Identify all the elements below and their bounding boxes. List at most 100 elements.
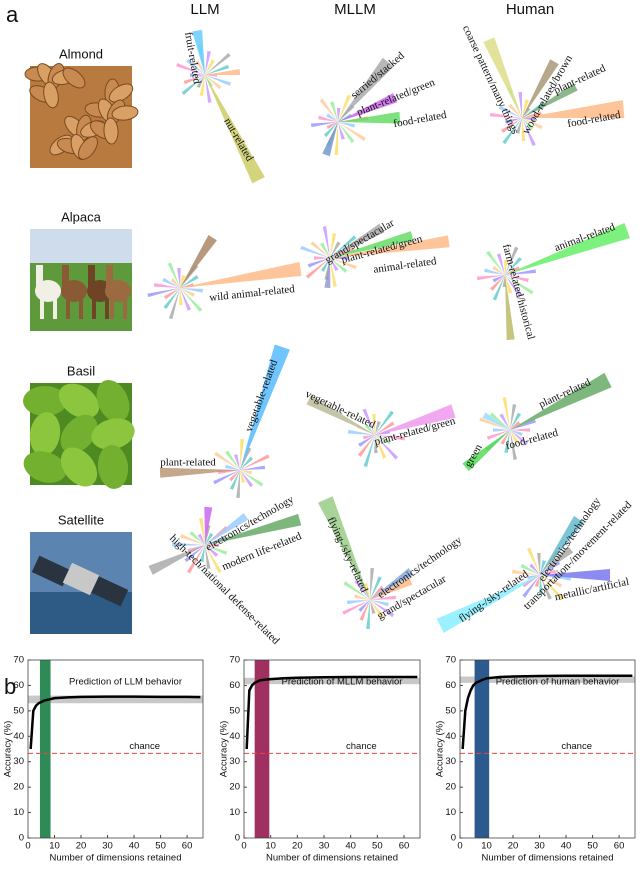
wedge [330,101,338,122]
y-axis-label: Accuracy (%) [219,721,230,777]
wedge [310,241,330,258]
wedge [240,465,266,470]
wedge [225,464,240,470]
wedge [180,275,199,288]
y-tick-label: 60 [229,680,240,691]
x-axis-label: Number of dimensions retained [49,853,181,864]
wedge [496,253,505,275]
almond [103,117,119,145]
wedge [205,525,228,545]
wedge [510,404,517,430]
wedge [343,581,370,600]
y-tick-label: 50 [13,705,24,716]
wedge [479,417,510,430]
wedge [199,75,205,96]
y-tick-label: 70 [13,655,24,666]
wedge [240,438,244,470]
wedge [522,575,540,588]
wedge [510,412,522,430]
wedge [364,424,375,435]
wedge [492,275,505,301]
wedge [522,118,543,130]
wedge [338,122,345,140]
rose-plot [300,223,450,289]
wedge [489,112,522,118]
wedge [205,545,228,555]
wedge [354,579,370,600]
wedge [505,269,536,275]
y-axis-label: Accuracy (%) [3,721,14,777]
wedge [510,430,517,460]
rose-plot [176,29,265,184]
wedge [147,288,180,298]
wedge [205,64,230,75]
wedge [168,288,180,320]
leaf [58,383,100,419]
stimulus-image [23,379,135,489]
wedge [521,118,526,142]
x-tick-label: 50 [587,841,598,852]
accuracy-plot: chance 0 10 20 30 40 50 60 70 0 10 20 30 40 50 60 Predic… [3,655,204,864]
image-sky [30,229,132,263]
row-name: Basil [67,363,95,378]
dimension-label: flying-/sky-related [457,568,531,625]
almond [108,83,134,103]
x-tick-label: 0 [457,841,462,852]
x-tick-label: 20 [292,841,303,852]
ceiling-band [244,677,420,685]
wedge [195,60,205,75]
almond [77,136,99,160]
wedge [320,258,330,272]
wedge [370,595,397,600]
wedge [436,575,540,633]
alpaca-neck [36,265,43,291]
wedge [537,552,541,575]
wedge [326,113,338,122]
wedge [324,258,331,289]
wedge [370,577,413,600]
wedge [505,275,515,341]
wedge [505,275,529,283]
wedge [205,59,216,75]
wedge [510,430,523,437]
y-tick-label: 60 [445,680,456,691]
wedge [508,103,522,118]
axes-box [459,659,636,839]
wedge [199,545,205,563]
x-tick-label: 30 [319,841,330,852]
wedge [359,600,370,621]
dimension-label: vegetable-related [303,388,377,431]
wedge [330,247,356,258]
wedge [240,454,270,470]
wedge [522,83,578,118]
wedge [213,470,240,485]
wedge [540,575,552,600]
wedge [300,245,330,258]
x-tick-label: 10 [481,841,492,852]
wedge [505,256,523,275]
wedge [177,267,181,288]
alpaca-leg [92,299,96,319]
chart-title: Prediction of human behavior [496,677,620,688]
panel [31,555,71,587]
wedge [181,75,205,96]
alpaca-leg [123,299,127,319]
rose-plot [310,57,401,157]
x-tick-label: 50 [155,841,166,852]
wedge [354,594,370,600]
alpaca-leg [53,299,57,319]
chance-label: chance [561,741,592,752]
x-tick-label: 0 [241,841,246,852]
wedge [180,288,204,293]
leaf [97,445,129,489]
wedge [240,344,290,470]
wedge [492,265,505,275]
wedge [493,428,510,432]
x-tick-label: 30 [102,841,113,852]
y-tick-label: 40 [445,731,456,742]
accuracy-plot: chance 0 10 20 30 40 50 60 70 0 10 20 30 40 50 60 Predic… [219,655,421,864]
wedge [214,451,240,470]
x-tick-label: 50 [372,841,383,852]
y-tick-label: 70 [229,655,240,666]
retained-dimensions-bar [474,660,490,838]
